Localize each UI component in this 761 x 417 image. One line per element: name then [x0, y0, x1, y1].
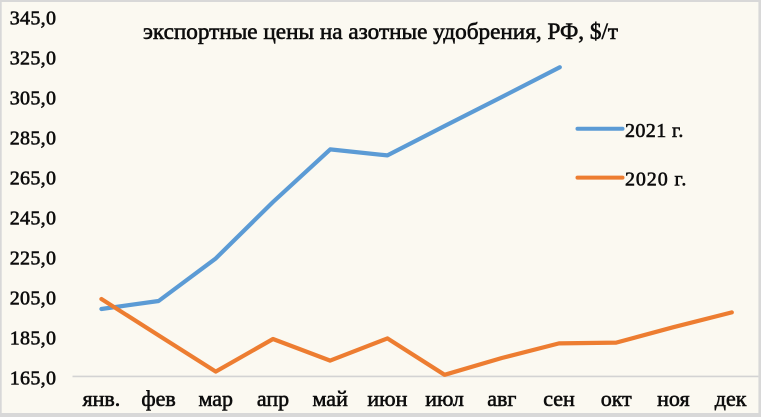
svg-text:2020 г.: 2020 г.: [625, 169, 687, 191]
svg-text:325,0: 325,0: [10, 48, 57, 70]
svg-text:ноя: ноя: [657, 386, 689, 411]
svg-text:июл: июл: [425, 386, 464, 411]
svg-text:июн: июн: [367, 386, 407, 411]
svg-text:май: май: [313, 386, 349, 411]
svg-text:апр: апр: [257, 386, 289, 411]
svg-text:окт: окт: [601, 386, 632, 411]
svg-text:305,0: 305,0: [10, 88, 57, 110]
svg-text:345,0: 345,0: [10, 8, 57, 30]
svg-text:авг: авг: [487, 386, 516, 411]
svg-text:185,0: 185,0: [10, 328, 57, 350]
svg-text:фев: фев: [141, 386, 175, 411]
svg-text:дек: дек: [715, 386, 747, 411]
svg-text:225,0: 225,0: [10, 248, 57, 270]
svg-text:сен: сен: [543, 386, 575, 411]
svg-text:205,0: 205,0: [10, 288, 57, 310]
svg-text:экспортные цены на азотные удо: экспортные цены на азотные удобрения, РФ…: [143, 19, 618, 45]
svg-text:245,0: 245,0: [10, 208, 57, 230]
svg-text:265,0: 265,0: [10, 168, 57, 190]
svg-text:янв.: янв.: [83, 386, 121, 411]
svg-text:2021 г.: 2021 г.: [625, 120, 684, 142]
svg-text:285,0: 285,0: [10, 128, 57, 150]
svg-text:мар: мар: [199, 386, 234, 411]
svg-text:165,0: 165,0: [10, 368, 57, 390]
